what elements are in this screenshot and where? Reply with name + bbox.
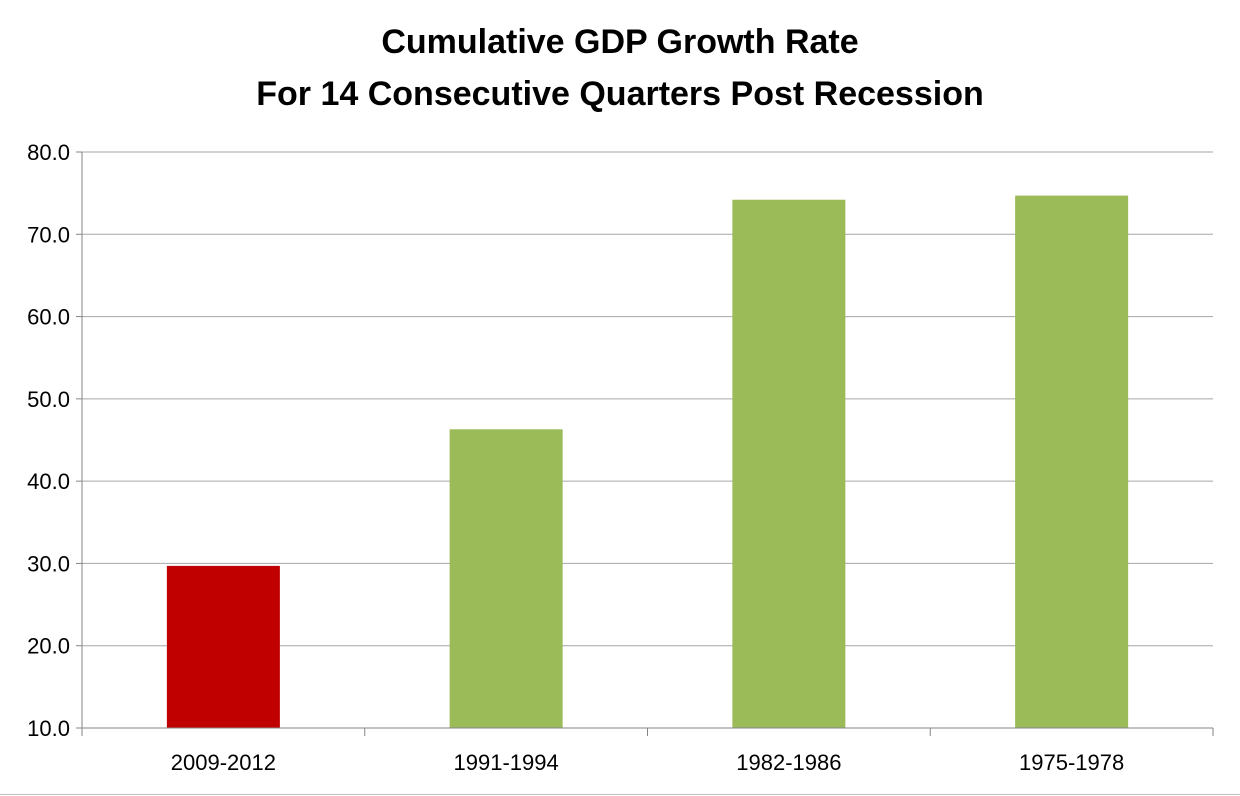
bar-1991-1994 xyxy=(449,429,563,728)
bars xyxy=(166,195,1129,728)
bar-2009-2012 xyxy=(166,565,280,728)
chart-title-line-1: Cumulative GDP Growth Rate xyxy=(381,23,859,61)
x-tick-label: 2009-2012 xyxy=(171,750,276,775)
y-tick-label: 50.0 xyxy=(27,387,70,412)
x-axis-tick-labels: 2009-2012 1991-1994 1982-1986 1975-1978 xyxy=(171,750,1124,775)
y-tick-label: 80.0 xyxy=(27,140,70,165)
bar-1975-1978 xyxy=(1015,195,1129,728)
axes xyxy=(0,151,1240,795)
y-tick-label: 30.0 xyxy=(27,551,70,576)
y-tick-label: 40.0 xyxy=(27,469,70,494)
x-tick-label: 1982-1986 xyxy=(736,750,841,775)
y-tick-label: 20.0 xyxy=(27,634,70,659)
x-tick-label: 1975-1978 xyxy=(1019,750,1124,775)
y-tick-label: 10.0 xyxy=(27,716,70,741)
bar-1982-1986 xyxy=(732,199,846,728)
y-axis-tick-labels: 10.0 20.0 30.0 40.0 50.0 60.0 70.0 80.0 xyxy=(27,140,70,741)
x-tick-label: 1991-1994 xyxy=(454,750,559,775)
chart-title-line-2: For 14 Consecutive Quarters Post Recessi… xyxy=(256,75,984,113)
y-tick-label: 70.0 xyxy=(27,222,70,247)
y-tick-label: 60.0 xyxy=(27,305,70,330)
